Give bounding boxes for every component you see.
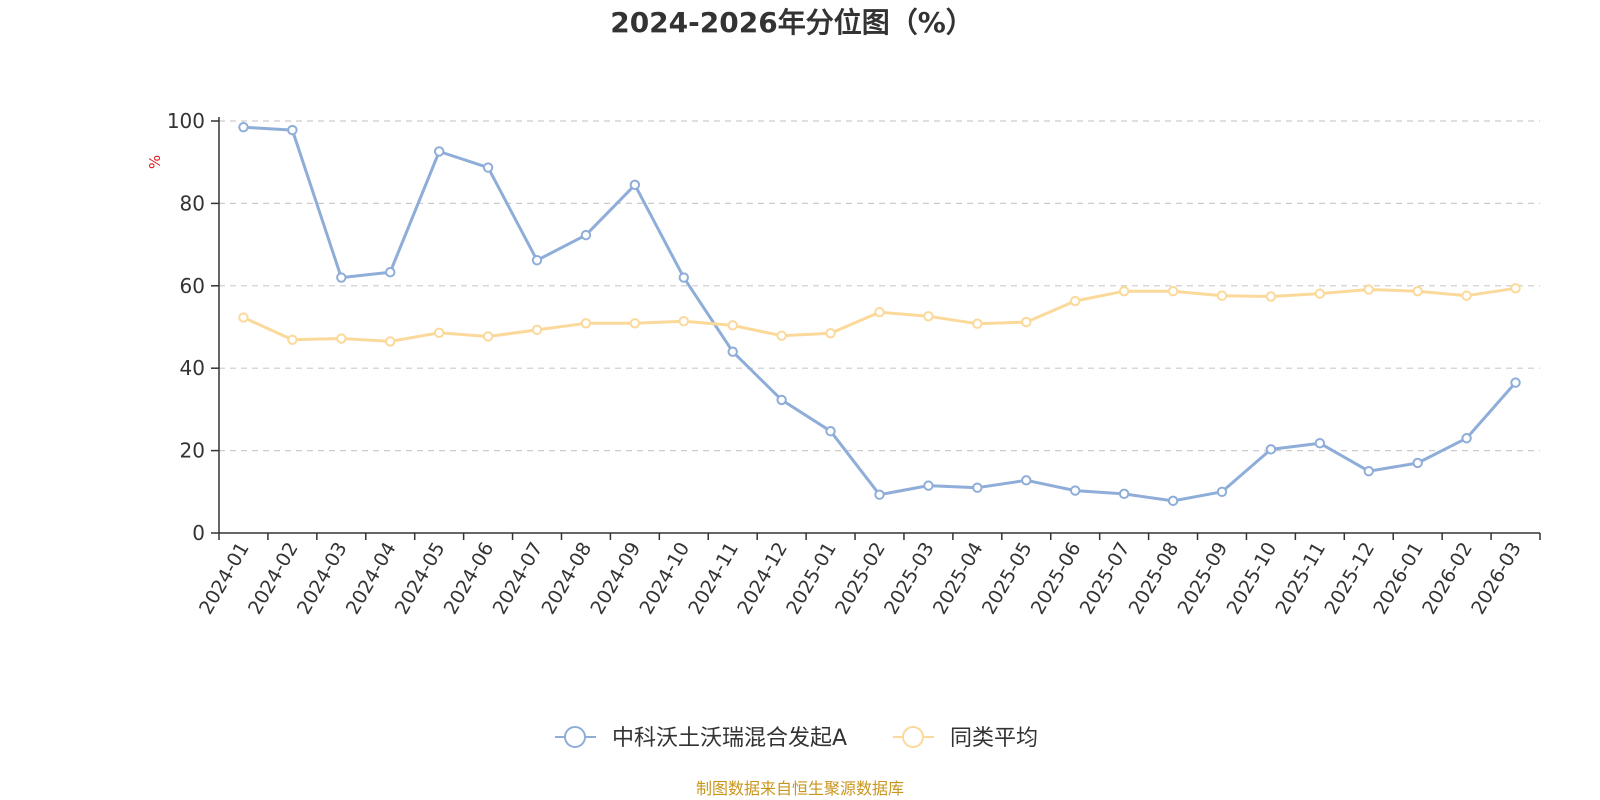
data-point-average[interactable] (531, 324, 543, 336)
y-axis-unit-label: % (146, 155, 164, 169)
data-point-average[interactable] (972, 318, 983, 329)
y-tick-label: 0 (192, 521, 205, 545)
data-point-fund[interactable] (727, 346, 738, 357)
data-point-average[interactable] (1265, 291, 1277, 302)
data-point-average[interactable] (1167, 285, 1179, 297)
data-point-fund[interactable] (923, 480, 934, 491)
data-point-fund[interactable] (972, 482, 983, 493)
legend-item-average[interactable]: 同类平均 (893, 726, 1038, 751)
data-point-fund[interactable] (1314, 437, 1326, 449)
data-point-fund[interactable] (629, 179, 641, 191)
data-point-fund[interactable] (874, 489, 885, 500)
data-point-average[interactable] (482, 331, 494, 342)
data-point-average[interactable] (1412, 285, 1423, 297)
data-point-fund[interactable] (776, 394, 787, 406)
legend-fund-circle-icon (564, 726, 586, 748)
data-point-fund[interactable] (580, 229, 592, 241)
data-point-average[interactable] (1118, 285, 1130, 297)
data-point-average[interactable] (923, 311, 934, 322)
data-point-fund[interactable] (1265, 444, 1277, 455)
data-point-fund[interactable] (825, 426, 836, 437)
legend-average-circle-icon (902, 726, 924, 748)
data-point-fund[interactable] (1363, 466, 1374, 477)
x-tick-labels: 2024-012024-022024-032024-042024-052024-… (195, 539, 1526, 619)
data-point-fund[interactable] (1216, 486, 1228, 497)
data-point-average[interactable] (1363, 284, 1374, 295)
y-tick-labels: 0 20 40 60 80 100 (167, 109, 205, 545)
chart-title: 2024-2026年分位图（%） (610, 6, 974, 39)
y-tick-label: 40 (180, 356, 205, 380)
data-point-average[interactable] (336, 333, 347, 344)
grid-lines (219, 120, 1540, 452)
data-point-average[interactable] (1216, 290, 1228, 301)
y-tick-label: 80 (180, 191, 205, 215)
data-point-fund[interactable] (238, 121, 249, 133)
data-point-average[interactable] (580, 318, 592, 329)
data-point-average[interactable] (1461, 290, 1472, 301)
data-point-fund[interactable] (531, 255, 543, 266)
data-point-fund[interactable] (287, 124, 298, 136)
y-tick-label: 20 (180, 439, 205, 463)
data-point-average[interactable] (727, 320, 738, 331)
legend: 中科沃土沃瑞混合发起A 同类平均 (555, 726, 1038, 751)
legend-fund-label: 中科沃土沃瑞混合发起A (612, 726, 847, 751)
data-point-fund[interactable] (678, 272, 689, 283)
series-lines (238, 121, 1521, 507)
data-point-average[interactable] (1070, 295, 1081, 307)
data-point-fund[interactable] (1167, 495, 1179, 507)
legend-item-fund[interactable]: 中科沃土沃瑞混合发起A (555, 726, 847, 751)
data-point-average[interactable] (287, 334, 298, 345)
data-point-fund[interactable] (336, 272, 347, 283)
data-point-fund[interactable] (1070, 485, 1081, 496)
data-point-average[interactable] (874, 306, 885, 318)
data-point-fund[interactable] (1118, 488, 1130, 500)
data-point-fund[interactable] (433, 146, 445, 157)
data-point-fund[interactable] (1021, 475, 1032, 486)
data-point-fund[interactable] (1461, 433, 1472, 444)
data-point-fund[interactable] (385, 267, 396, 278)
data-point-average[interactable] (385, 336, 396, 347)
y-tick-label: 100 (167, 109, 205, 133)
data-point-average[interactable] (238, 312, 249, 323)
data-point-fund[interactable] (1412, 457, 1423, 469)
data-point-average[interactable] (678, 316, 689, 327)
data-source-note: 制图数据来自恒生聚源数据库 (696, 779, 904, 798)
data-point-average[interactable] (1021, 316, 1032, 328)
data-point-fund[interactable] (1510, 377, 1521, 388)
data-point-average[interactable] (1510, 283, 1521, 294)
data-point-average[interactable] (1314, 288, 1326, 299)
data-point-average[interactable] (776, 330, 787, 341)
data-point-average[interactable] (825, 327, 836, 339)
data-point-average[interactable] (433, 327, 445, 338)
axes (211, 117, 1541, 540)
data-point-fund[interactable] (482, 162, 494, 173)
data-point-average[interactable] (629, 318, 641, 329)
legend-average-label: 同类平均 (950, 726, 1038, 751)
y-tick-label: 60 (180, 274, 205, 298)
